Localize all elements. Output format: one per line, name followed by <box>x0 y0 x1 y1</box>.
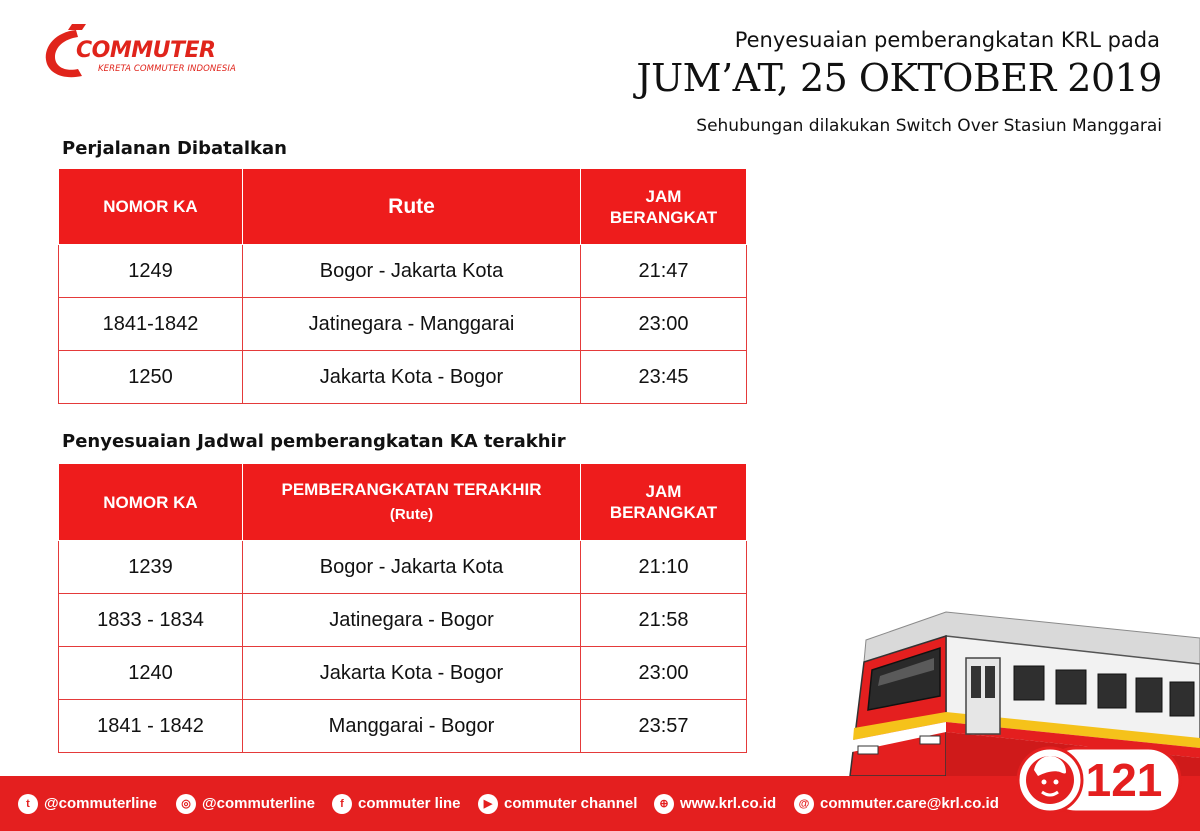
route-cell: Bogor - Jakarta Kota <box>242 244 581 298</box>
table-row: 1841-1842 Jatinegara - Manggarai 23:00 <box>58 297 747 351</box>
krl-train-illustration <box>849 611 1200 776</box>
social-label: commuter channel <box>504 795 638 812</box>
header-reason: Sehubungan dilakukan Switch Over Stasiun… <box>696 116 1162 136</box>
route-cell: Manggarai - Bogor <box>242 699 581 753</box>
social-label: www.krl.co.id <box>680 795 777 812</box>
table-row: 1239 Bogor - Jakarta Kota 21:10 <box>58 540 747 594</box>
header-intro: Penyesuaian pemberangkatan KRL pada <box>734 28 1160 52</box>
table-row: 1249 Bogor - Jakarta Kota 21:47 <box>58 244 747 298</box>
social-facebook[interactable]: f commuter line <box>332 776 461 831</box>
train-number-cell: 1239 <box>58 540 243 594</box>
call-center-badge[interactable]: 121 <box>1014 744 1184 816</box>
social-label: @commuterline <box>202 795 315 812</box>
facebook-icon: f <box>332 793 352 814</box>
logo-wordmark: COMMUTER <box>76 38 216 63</box>
social-label: @commuterline <box>44 795 157 812</box>
logo-swoosh-icon <box>45 24 86 78</box>
departure-time-cell: 23:57 <box>580 699 747 753</box>
route-cell: Bogor - Jakarta Kota <box>242 540 581 594</box>
youtube-icon: ▶ <box>478 793 498 814</box>
last-departures-table: NOMOR KA PEMBERANGKATAN TERAKHIR (Rute) … <box>58 463 747 753</box>
route-cell: Jatinegara - Bogor <box>242 593 581 647</box>
cancelled-section-title: Perjalanan Dibatalkan <box>62 138 287 159</box>
route-cell: Jakarta Kota - Bogor <box>242 350 581 404</box>
train-number-cell: 1841-1842 <box>58 297 243 351</box>
table-row: 1833 - 1834 Jatinegara - Bogor 21:58 <box>58 593 747 647</box>
departure-time-cell: 23:00 <box>580 297 747 351</box>
call-center-number: 121 <box>1085 754 1163 806</box>
headset-agent-icon <box>1026 756 1074 804</box>
logo-tagline: KERETA COMMUTER INDONESIA <box>98 64 236 74</box>
departure-time-cell: 23:00 <box>580 646 747 700</box>
cancelled-trips-table: NOMOR KA Rute JAM BERANGKAT 1249 Bogor -… <box>58 168 747 404</box>
table-row: 1841 - 1842 Manggarai - Bogor 23:57 <box>58 699 747 753</box>
route-cell: Jakarta Kota - Bogor <box>242 646 581 700</box>
table-header-row: NOMOR KA PEMBERANGKATAN TERAKHIR (Rute) … <box>58 463 747 541</box>
social-label: commuter line <box>358 795 461 812</box>
social-youtube[interactable]: ▶ commuter channel <box>478 776 637 831</box>
globe-icon: ⊕ <box>654 793 674 814</box>
train-number-cell: 1249 <box>58 244 243 298</box>
route-cell: Jatinegara - Manggarai <box>242 297 581 351</box>
header-date: JUM’AT, 25 OKTOBER 2019 <box>636 56 1162 100</box>
social-email[interactable]: @ commuter.care@krl.co.id <box>794 776 999 831</box>
train-number-cell: 1841 - 1842 <box>58 699 243 753</box>
last-departures-section-title: Penyesuaian Jadwal pemberangkatan KA ter… <box>62 431 566 452</box>
column-header-route: Rute <box>242 168 581 245</box>
commuter-logo: COMMUTER KERETA COMMUTER INDONESIA <box>42 22 242 84</box>
train-number-cell: 1250 <box>58 350 243 404</box>
table-row: 1240 Jakarta Kota - Bogor 23:00 <box>58 646 747 700</box>
column-header-train-number: NOMOR KA <box>58 463 243 541</box>
column-header-train-number: NOMOR KA <box>58 168 243 245</box>
train-number-cell: 1833 - 1834 <box>58 593 243 647</box>
twitter-icon: t <box>18 793 38 814</box>
column-header-departure-time: JAM BERANGKAT <box>580 463 747 541</box>
social-website[interactable]: ⊕ www.krl.co.id <box>654 776 776 831</box>
email-icon: @ <box>794 793 814 814</box>
departure-time-cell: 21:10 <box>580 540 747 594</box>
social-label: commuter.care@krl.co.id <box>820 795 999 812</box>
column-header-departure-time: JAM BERANGKAT <box>580 168 747 245</box>
footer-bar: t @commuterline ◎ @commuterline f commut… <box>0 776 1200 831</box>
table-row: 1250 Jakarta Kota - Bogor 23:45 <box>58 350 747 404</box>
departure-time-cell: 21:47 <box>580 244 747 298</box>
header-route-note: (Rute) <box>389 506 434 523</box>
social-instagram[interactable]: ◎ @commuterline <box>176 776 315 831</box>
instagram-icon: ◎ <box>176 793 196 814</box>
departure-time-cell: 21:58 <box>580 593 747 647</box>
header-last-departure: PEMBERANGKATAN TERAKHIR <box>281 480 542 499</box>
social-twitter[interactable]: t @commuterline <box>18 776 157 831</box>
departure-time-cell: 23:45 <box>580 350 747 404</box>
column-header-last-departure-route: PEMBERANGKATAN TERAKHIR (Rute) <box>242 463 581 541</box>
table-header-row: NOMOR KA Rute JAM BERANGKAT <box>58 168 747 245</box>
train-number-cell: 1240 <box>58 646 243 700</box>
